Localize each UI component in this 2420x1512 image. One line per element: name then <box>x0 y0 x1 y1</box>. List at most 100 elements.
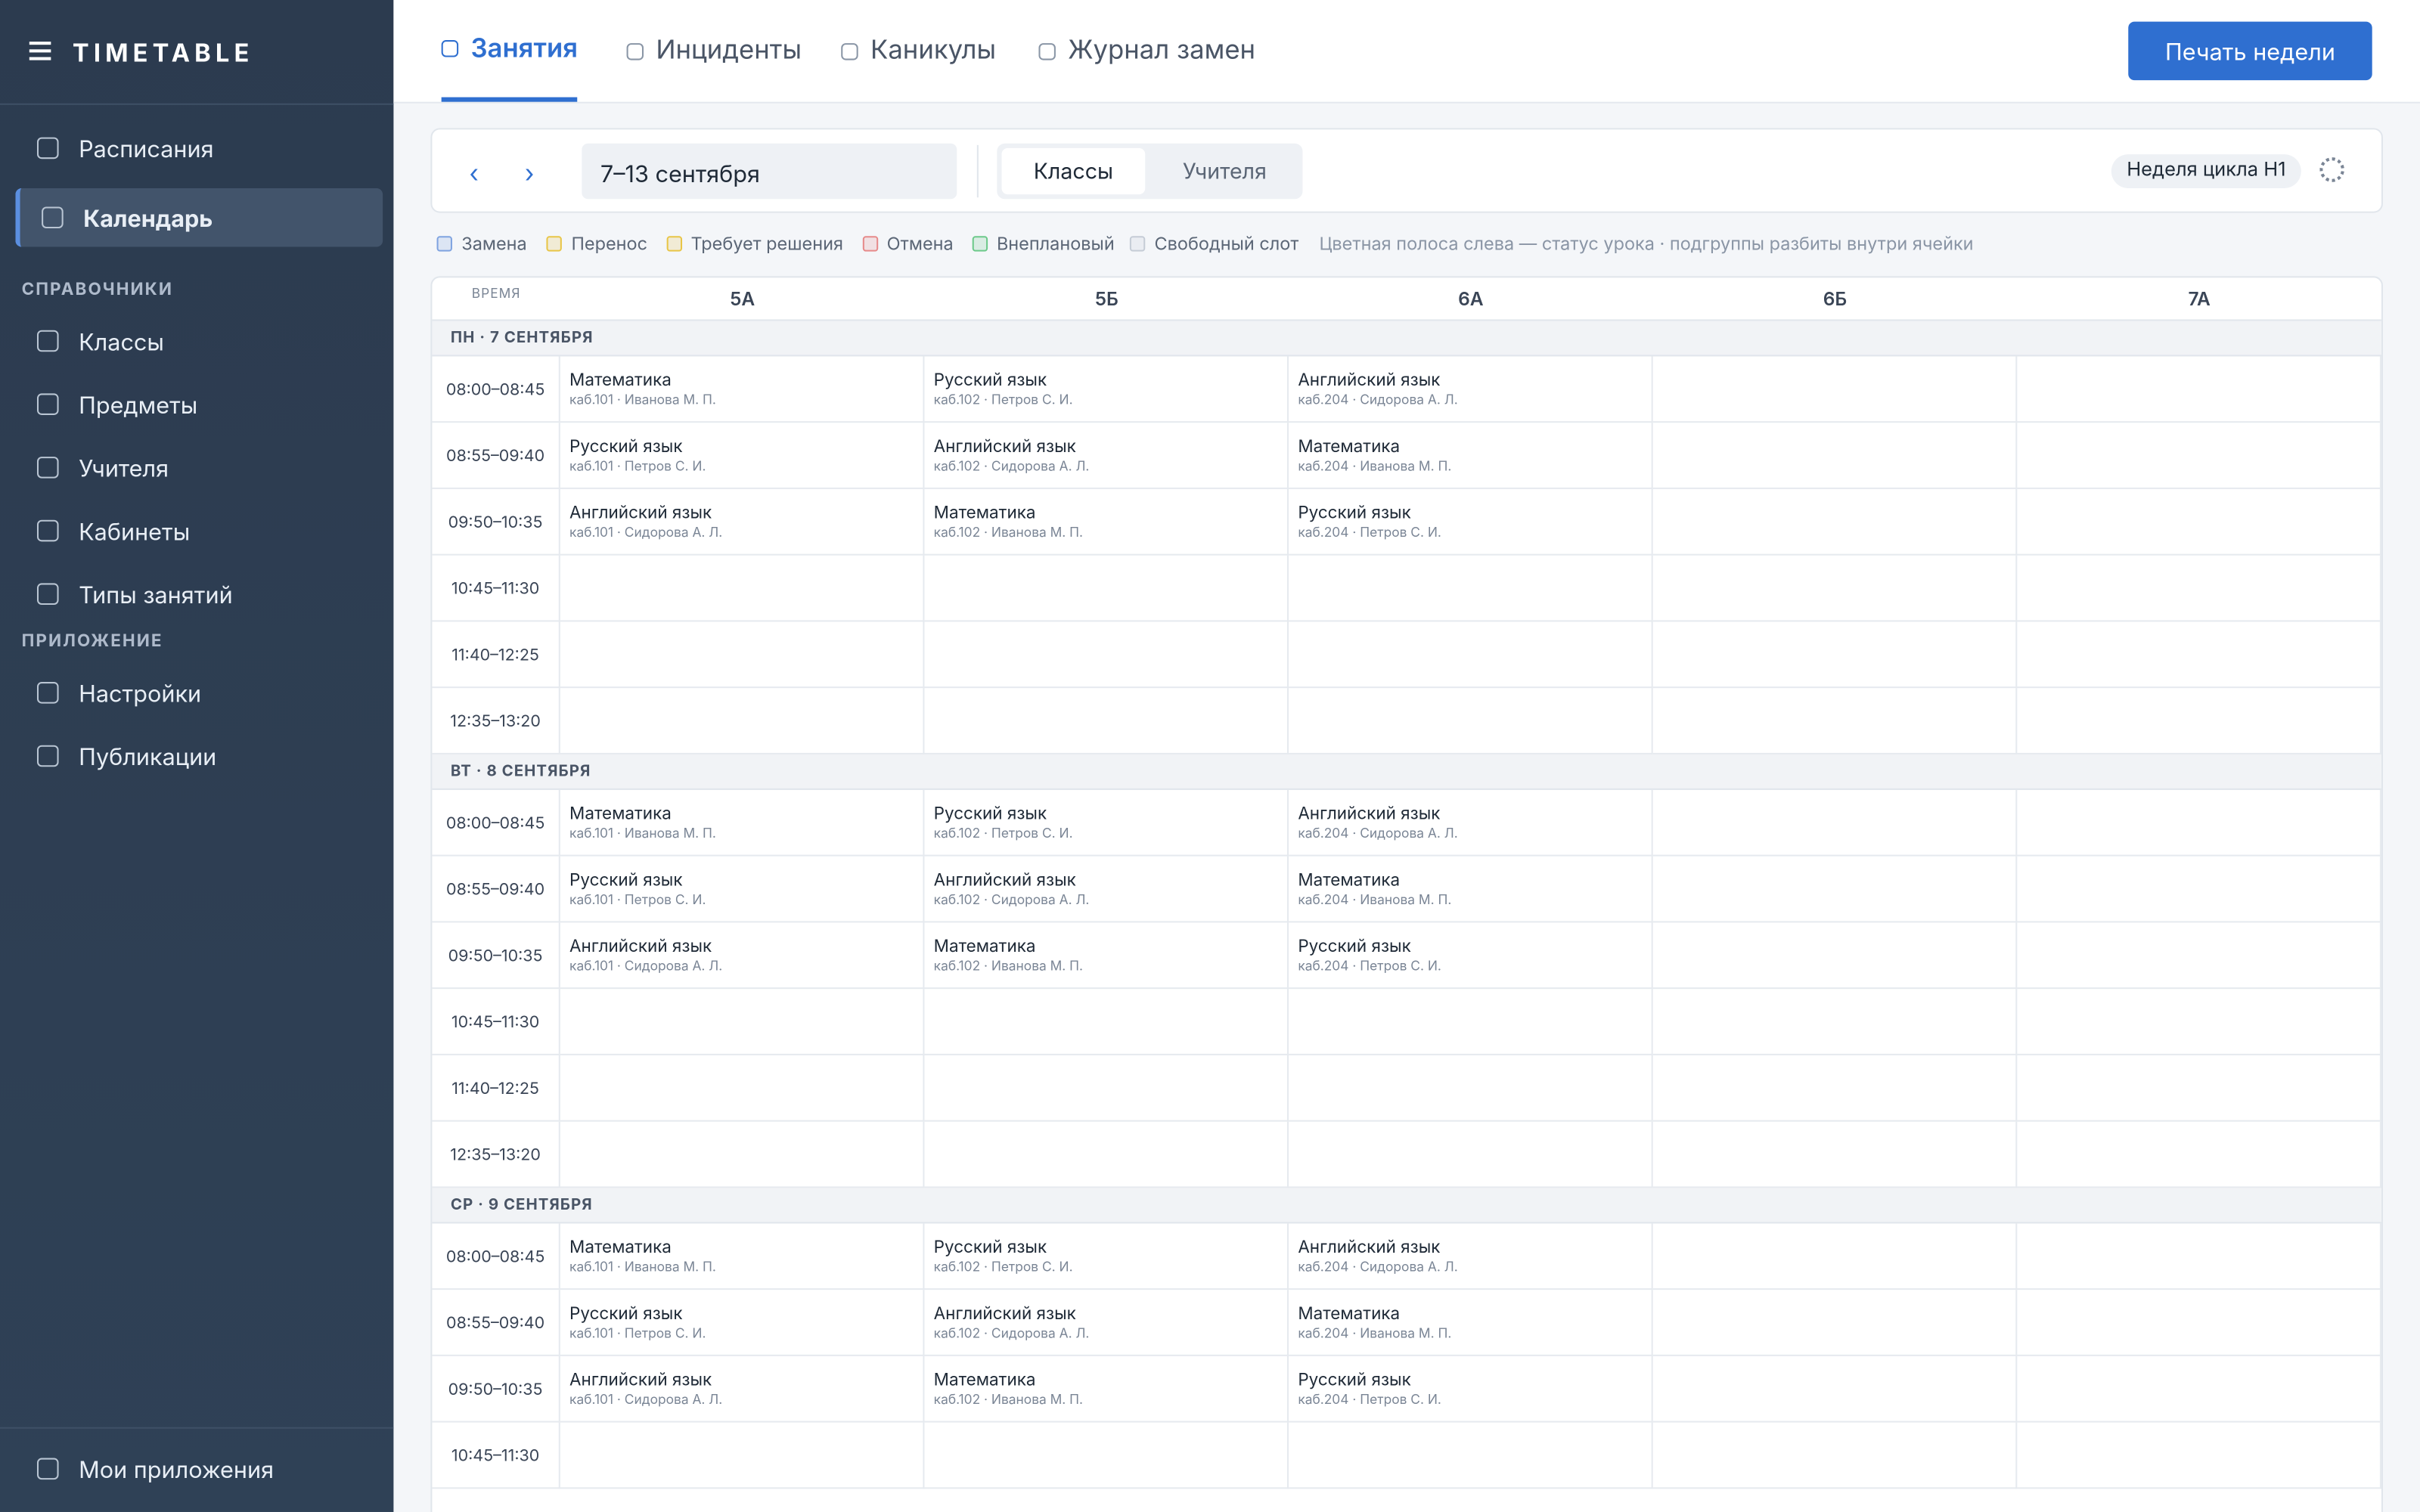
lesson-cell[interactable]: Английский язык каб.101 · Сидорова А. Л. <box>560 922 925 990</box>
nav-item[interactable]: Предметы <box>15 375 378 434</box>
print-button[interactable]: Печать недели <box>2128 21 2372 81</box>
nav-item[interactable]: Кабинеты <box>15 501 378 560</box>
lesson-cell[interactable] <box>2017 1223 2381 1290</box>
lesson-cell[interactable] <box>560 1422 925 1489</box>
lesson-cell[interactable]: Русский язык каб.102 · Петров С. И. <box>924 1223 1289 1290</box>
tab[interactable]: Инциденты <box>626 0 802 102</box>
lesson-cell[interactable] <box>1652 555 2018 622</box>
lesson-cell[interactable] <box>1652 922 2018 990</box>
nav-item[interactable]: Календарь <box>15 187 383 247</box>
tab[interactable]: Занятия <box>441 0 578 102</box>
lesson-cell[interactable] <box>2017 856 2381 923</box>
lesson-cell[interactable]: Русский язык каб.102 · Петров С. И. <box>924 789 1289 857</box>
lesson-cell[interactable] <box>2017 1356 2381 1423</box>
lesson-cell[interactable]: Английский язык каб.204 · Сидорова А. Л. <box>1289 1223 1653 1290</box>
lesson-cell[interactable]: Английский язык каб.102 · Сидорова А. Л. <box>924 423 1289 489</box>
lesson-cell[interactable] <box>1652 688 2018 754</box>
lesson-cell[interactable] <box>924 688 1289 754</box>
lesson-cell[interactable]: Русский язык каб.101 · Петров С. И. <box>560 423 925 489</box>
lesson-cell[interactable] <box>560 621 925 689</box>
lesson-cell[interactable]: Английский язык каб.101 · Сидорова А. Л. <box>560 488 925 556</box>
lesson-cell[interactable] <box>1652 1055 2018 1122</box>
lesson-cell[interactable] <box>560 555 925 622</box>
toggle-teachers[interactable]: Учителя <box>1151 148 1298 194</box>
lesson-cell[interactable] <box>1652 356 2018 423</box>
lesson-cell[interactable]: Английский язык каб.101 · Сидорова А. Л. <box>560 1356 925 1423</box>
lesson-cell[interactable]: Русский язык каб.204 · Петров С. И. <box>1289 922 1653 990</box>
lesson-cell[interactable]: Математика каб.101 · Иванова М. П. <box>560 356 925 423</box>
lesson-cell[interactable]: Математика каб.101 · Иванова М. П. <box>560 789 925 857</box>
next-week[interactable]: › <box>524 157 535 188</box>
lesson-cell[interactable]: Математика каб.101 · Иванова М. П. <box>560 1223 925 1290</box>
lesson-cell[interactable] <box>2017 989 2381 1055</box>
lesson-cell[interactable] <box>560 989 925 1055</box>
lesson-cell[interactable] <box>560 1055 925 1122</box>
lesson-cell[interactable]: Русский язык каб.204 · Петров С. И. <box>1289 488 1653 556</box>
lesson-cell[interactable] <box>560 1121 925 1188</box>
lesson-cell[interactable]: Русский язык каб.204 · Петров С. И. <box>1289 1356 1653 1423</box>
lesson-cell[interactable]: Математика каб.102 · Иванова М. П. <box>924 1356 1289 1423</box>
lesson-cell[interactable] <box>2017 1422 2381 1489</box>
lesson-cell[interactable] <box>1652 1290 2018 1356</box>
lesson-cell[interactable] <box>924 1121 1289 1188</box>
lesson-cell[interactable]: Английский язык каб.102 · Сидорова А. Л. <box>924 1290 1289 1356</box>
lesson-cell[interactable] <box>2017 555 2381 622</box>
lesson-cell[interactable] <box>2017 423 2381 489</box>
lesson-cell[interactable] <box>1652 989 2018 1055</box>
lesson-cell[interactable] <box>924 621 1289 689</box>
lesson-cell[interactable] <box>2017 1290 2381 1356</box>
lesson-cell[interactable]: Математика каб.102 · Иванова М. П. <box>924 488 1289 556</box>
lesson-cell[interactable] <box>1652 423 2018 489</box>
nav-item[interactable]: Настройки <box>15 664 378 723</box>
lesson-cell[interactable] <box>2017 1121 2381 1188</box>
lesson-cell[interactable]: Русский язык каб.101 · Петров С. И. <box>560 1290 925 1356</box>
lesson-cell[interactable] <box>2017 688 2381 754</box>
lesson-cell[interactable] <box>1652 621 2018 689</box>
lesson-cell[interactable]: Математика каб.204 · Иванова М. П. <box>1289 423 1653 489</box>
lesson-cell[interactable] <box>2017 356 2381 423</box>
lesson-cell[interactable] <box>2017 621 2381 689</box>
lesson-cell[interactable] <box>1289 989 1653 1055</box>
lesson-cell[interactable]: Математика каб.204 · Иванова М. П. <box>1289 856 1653 923</box>
lesson-cell[interactable] <box>2017 789 2381 857</box>
lesson-cell[interactable]: Математика каб.102 · Иванова М. П. <box>924 922 1289 990</box>
lesson-cell[interactable] <box>1289 1121 1653 1188</box>
lesson-cell[interactable] <box>924 1422 1289 1489</box>
lesson-cell[interactable]: Русский язык каб.102 · Петров С. И. <box>924 356 1289 423</box>
tab[interactable]: Каникулы <box>841 0 996 102</box>
lesson-cell[interactable]: Английский язык каб.204 · Сидорова А. Л. <box>1289 789 1653 857</box>
lesson-cell[interactable] <box>1652 1356 2018 1423</box>
lesson-cell[interactable] <box>924 989 1289 1055</box>
tab[interactable]: Журнал замен <box>1038 0 1255 102</box>
lesson-cell[interactable] <box>1652 488 2018 556</box>
nav-item[interactable]: Публикации <box>15 727 378 785</box>
lesson-cell[interactable] <box>1652 1422 2018 1489</box>
lesson-cell[interactable] <box>2017 488 2381 556</box>
lesson-cell[interactable] <box>560 688 925 754</box>
lesson-cell[interactable] <box>2017 922 2381 990</box>
nav-item[interactable]: Расписания <box>15 119 378 178</box>
nav-item[interactable]: Учителя <box>15 438 378 497</box>
nav-item[interactable]: Классы <box>15 311 378 370</box>
lesson-cell[interactable] <box>1652 1223 2018 1290</box>
lesson-cell[interactable] <box>924 1055 1289 1122</box>
lesson-cell[interactable] <box>1289 688 1653 754</box>
lesson-cell[interactable] <box>1652 1121 2018 1188</box>
menu-button[interactable] <box>29 42 51 60</box>
lesson-cell[interactable]: Английский язык каб.102 · Сидорова А. Л. <box>924 856 1289 923</box>
lesson-cell[interactable]: Математика каб.204 · Иванова М. П. <box>1289 1290 1653 1356</box>
lesson-cell[interactable] <box>924 555 1289 622</box>
lesson-cell[interactable] <box>1289 555 1653 622</box>
prev-week[interactable]: ‹ <box>469 157 479 188</box>
settings-button[interactable] <box>2319 157 2344 182</box>
lesson-cell[interactable]: Английский язык каб.204 · Сидорова А. Л. <box>1289 356 1653 423</box>
lesson-cell[interactable] <box>1652 856 2018 923</box>
lesson-cell[interactable] <box>1289 1422 1653 1489</box>
nav-item[interactable]: Мои приложения <box>15 1439 378 1498</box>
date-picker[interactable]: 7–13 сентября <box>582 143 957 200</box>
lesson-cell[interactable]: Русский язык каб.101 · Петров С. И. <box>560 856 925 923</box>
lesson-cell[interactable] <box>1652 789 2018 857</box>
nav-item[interactable]: Типы занятий <box>15 565 378 624</box>
lesson-cell[interactable] <box>2017 1055 2381 1122</box>
lesson-cell[interactable] <box>1289 1055 1653 1122</box>
